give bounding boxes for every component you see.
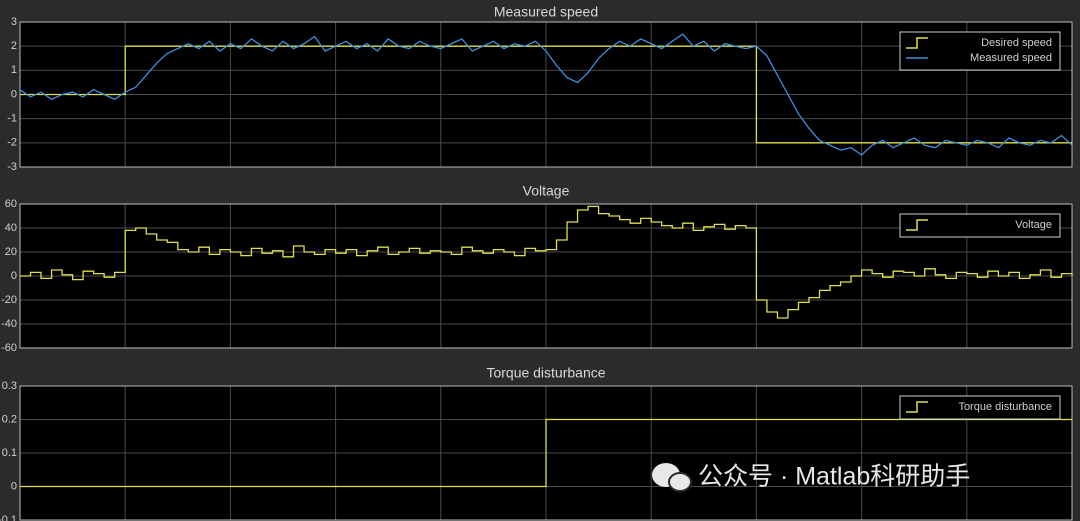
y-tick-label: 2 <box>11 40 17 52</box>
subplot: Voltage -60 -40 -20 0 20 40 60 Voltage <box>1 183 1073 354</box>
y-tick-label: 0 <box>11 480 17 492</box>
legend-box <box>899 213 1061 238</box>
y-tick-label: -0.1 <box>0 514 17 521</box>
series-line <box>20 205 1073 319</box>
y-tick-label: -2 <box>7 137 17 149</box>
watermark: 公众号 · Matlab科研助手 <box>652 463 970 492</box>
series-line <box>20 45 1072 144</box>
y-tick-label: 20 <box>5 246 17 258</box>
y-tick-label: -3 <box>7 161 17 173</box>
series-line <box>19 33 1073 156</box>
watermark-icon <box>668 472 692 492</box>
series-line <box>20 418 1072 488</box>
plots: Measured speed -3 -2 -1 0 1 2 3 Desired speed Mea… <box>0 4 1073 521</box>
axes-box <box>19 385 1073 521</box>
y-tick-label: 3 <box>11 16 17 28</box>
legend-label: Voltage <box>1015 219 1052 231</box>
y-tick-label: 0 <box>11 88 17 100</box>
watermark-text: 公众号 · Matlab科研助手 <box>698 463 970 491</box>
y-tick-label: 0.3 <box>2 380 17 392</box>
chart-title: Measured speed <box>494 4 598 20</box>
y-tick-label: -1 <box>7 113 17 125</box>
chart-title: Torque disturbance <box>486 365 605 381</box>
legend-swatch <box>906 37 928 49</box>
subplot: Measured speed -3 -2 -1 0 1 2 3 Desired speed Mea… <box>7 4 1073 173</box>
subplot: Torque disturbance -0.1 0 0.1 0.2 0.3 Torque d… <box>0 365 1073 521</box>
chart-title: Voltage <box>523 183 570 199</box>
y-tick-label: 60 <box>5 198 17 210</box>
y-tick-label: 1 <box>11 64 17 76</box>
legend-label: Torque disturbance <box>958 401 1052 413</box>
y-tick-label: -60 <box>1 342 17 354</box>
y-tick-label: 0.2 <box>2 413 17 425</box>
y-tick-label: 0.1 <box>2 447 17 459</box>
legend-box <box>899 395 1061 420</box>
y-tick-label: -20 <box>1 294 17 306</box>
y-tick-label: 40 <box>5 222 17 234</box>
legend-swatch <box>906 219 928 231</box>
y-tick-label: -40 <box>1 318 17 330</box>
legend-swatch <box>906 401 928 413</box>
legend-label: Desired speed <box>981 37 1052 49</box>
legend-label: Measured speed <box>970 52 1052 64</box>
y-tick-label: 0 <box>11 270 17 282</box>
